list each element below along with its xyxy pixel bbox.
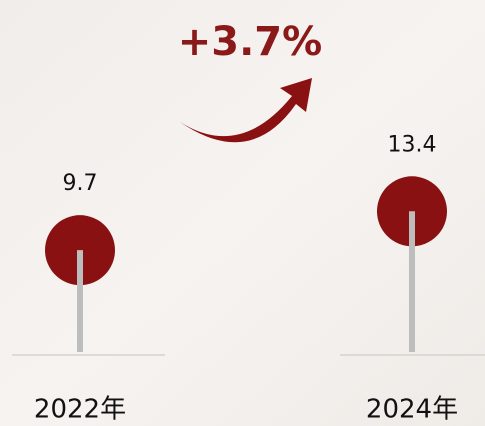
arrow xyxy=(180,78,312,143)
value-label: 13.4 xyxy=(388,132,437,157)
value-label: 9.7 xyxy=(63,171,98,196)
x-tick-label: 2024年 xyxy=(366,395,458,425)
annotation: +3.7% xyxy=(178,19,322,65)
x-tick-label: 2022年 xyxy=(34,395,126,425)
